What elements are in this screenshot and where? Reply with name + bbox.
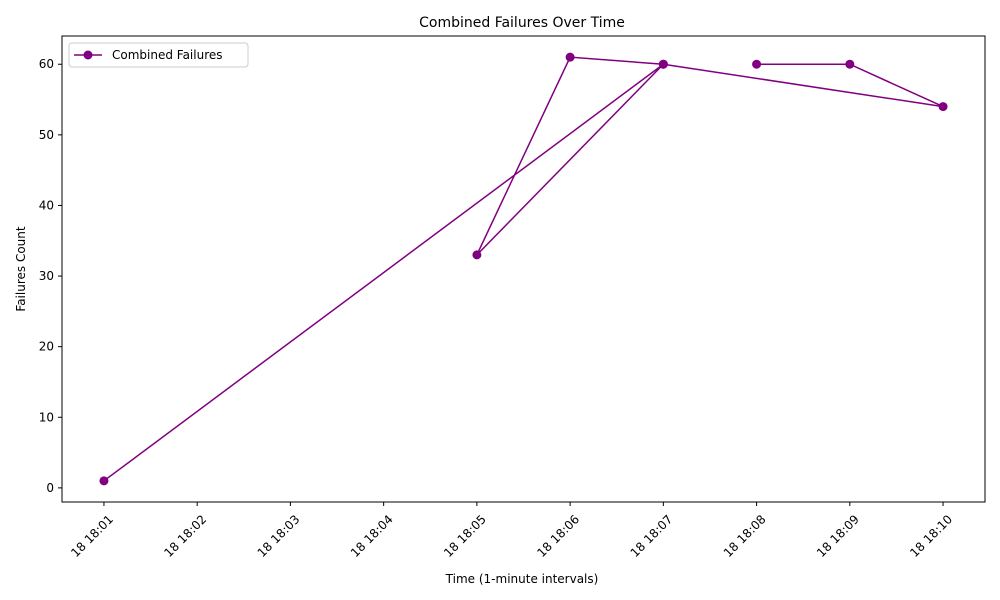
legend-box [68,42,249,68]
data-point [99,476,109,486]
x-tick-label: 18 18:01 [68,512,116,560]
x-tick-label: 18 18:05 [441,512,489,560]
x-tick-label: 18 18:03 [255,512,303,560]
legend-marker [83,50,93,60]
y-tick-label: 30 [39,269,54,283]
y-tick-label: 10 [39,410,54,424]
series-line [103,56,944,482]
y-tick-label: 0 [46,481,54,495]
chart-title: Combined Failures Over Time [419,15,625,31]
x-tick-label: 18 18:06 [534,512,582,560]
y-tick-label: 50 [39,128,54,142]
x-tick-label: 18 18:07 [628,512,676,560]
x-tick-label: 18 18:09 [814,512,862,560]
data-point [658,59,668,69]
plot-area [61,35,986,503]
data-point [938,102,948,112]
y-axis: 0 10 20 30 40 50 60 [39,57,62,495]
y-tick-label: 20 [39,340,54,354]
x-tick-label: 18 18:04 [348,512,396,560]
data-point [752,59,762,69]
series-layer [99,52,948,486]
x-axis-label: Time (1-minute intervals) [445,572,599,586]
x-tick-label: 18 18:10 [907,512,955,560]
legend-label: Combined Failures [112,48,223,62]
x-tick-label: 18 18:08 [721,512,769,560]
data-point [472,250,482,260]
y-axis-label: Failures Count [14,226,28,311]
legend: Combined Failures [68,42,249,68]
x-axis: 18 18:01 18 18:02 18 18:03 18 18:04 18 18:05… [68,502,955,560]
y-tick-label: 60 [39,57,54,71]
data-point [565,52,575,62]
x-tick-label: 18 18:02 [161,512,209,560]
y-tick-label: 40 [39,198,54,212]
data-point [845,59,855,69]
